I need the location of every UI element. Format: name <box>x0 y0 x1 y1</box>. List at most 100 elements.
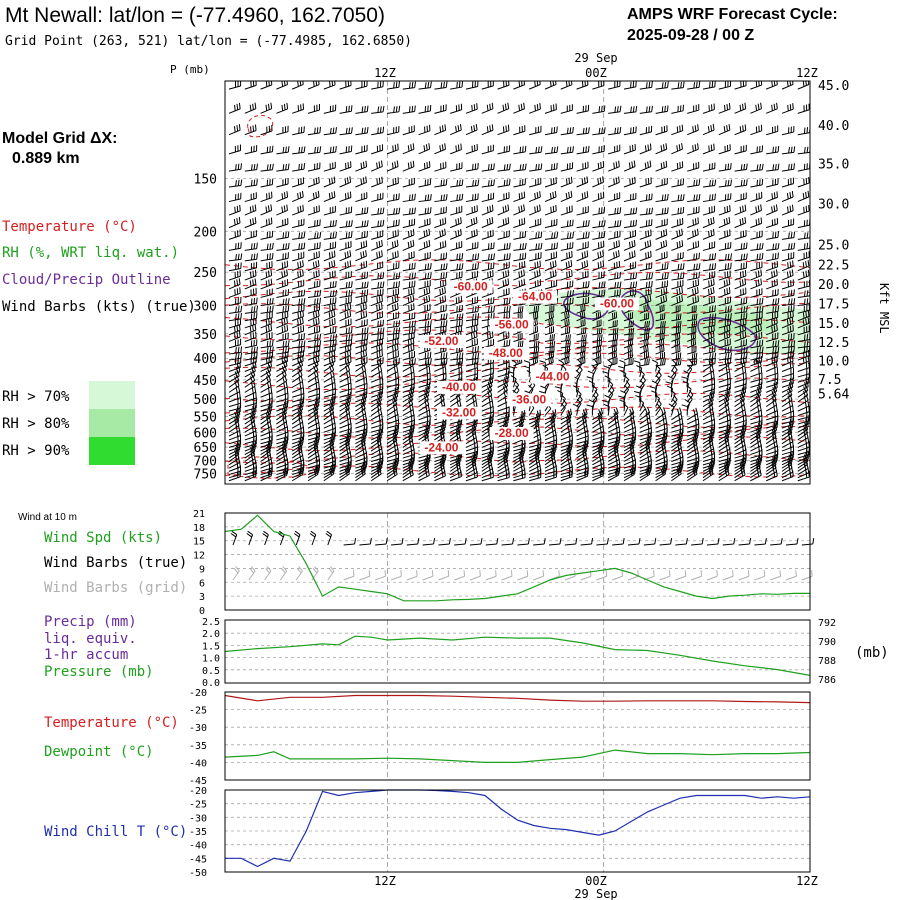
wind-barb <box>244 448 256 462</box>
wind-barb <box>608 350 618 361</box>
wind-barb <box>655 262 669 272</box>
wind-barb <box>592 220 606 229</box>
wind-barb <box>702 324 715 336</box>
wind-barb <box>560 334 571 342</box>
wind-barb <box>766 355 778 367</box>
wind-barb <box>671 465 683 479</box>
wind-barb <box>686 413 699 425</box>
wind-barb <box>529 204 541 216</box>
wind-barb <box>671 304 681 314</box>
wind-barb <box>781 423 793 437</box>
wind-barb <box>402 431 414 445</box>
wind-barb <box>671 358 682 367</box>
height-tick-label: 35.0 <box>818 157 849 172</box>
wind-barb <box>655 193 669 203</box>
wind-barb <box>608 327 619 336</box>
wind-barb <box>513 305 524 314</box>
wind-barb <box>402 359 414 372</box>
wind-barb <box>307 251 320 262</box>
wind-barb <box>718 216 731 229</box>
wind-barb <box>734 163 748 172</box>
wind-barb <box>292 260 304 272</box>
wind-barb <box>766 231 779 240</box>
wind-barb <box>635 385 643 398</box>
wind-barb <box>323 127 337 136</box>
wind-barb <box>323 435 335 448</box>
wind-barb <box>323 104 337 114</box>
wind-barb <box>292 317 304 329</box>
wind-barb <box>623 439 635 452</box>
wind-barb <box>608 176 620 188</box>
wind-barb <box>592 415 603 429</box>
wind-barb <box>797 81 810 90</box>
wind-barb <box>228 361 241 372</box>
wind-barb <box>339 240 352 251</box>
wind-barb <box>655 81 669 90</box>
pressure-tick-label: 300 <box>194 300 217 315</box>
height-tick-label: 45.0 <box>818 79 849 94</box>
wind-barb <box>592 281 606 290</box>
wind-barb <box>450 81 464 90</box>
wind-barb <box>434 427 445 441</box>
wind-barb <box>734 253 748 262</box>
wind-barb <box>655 313 666 322</box>
wind-barb <box>291 441 303 455</box>
wind-barb <box>418 372 431 383</box>
grid-wind-barb <box>232 566 240 581</box>
pressure-tick-label: 550 <box>194 411 217 426</box>
wind-barb <box>434 179 448 188</box>
legend-1hr-accum: 1-hr accum <box>44 647 128 663</box>
wind-barb <box>465 216 478 229</box>
wind-barb <box>386 434 398 448</box>
pressure-tick-label: 700 <box>194 455 217 470</box>
wind-barb <box>781 177 795 188</box>
wind-barb <box>623 81 637 90</box>
wind-barb <box>228 102 241 114</box>
wind-barb <box>402 251 415 262</box>
true-wind-barbs <box>230 530 815 546</box>
grid-wind-barb <box>564 570 576 581</box>
wind-barb <box>623 327 635 336</box>
grid-wind-barb <box>754 570 766 581</box>
wind-barb <box>339 250 352 262</box>
wind-barb <box>339 370 351 383</box>
grid-wind-barb <box>691 570 703 581</box>
wind-barb <box>586 404 593 416</box>
wind-barb <box>639 219 653 229</box>
grid-wind-barb <box>596 570 608 581</box>
wind-barb <box>623 358 634 367</box>
wind-barb <box>655 125 668 136</box>
wind-barb <box>450 295 463 307</box>
wind-barb <box>228 331 241 342</box>
wind-barb <box>292 126 305 136</box>
true-wind-barb <box>454 538 467 546</box>
wind-barb <box>718 428 730 441</box>
wind-barb <box>465 124 478 136</box>
wind-barb <box>560 280 574 290</box>
wind-barb <box>671 412 683 425</box>
wind-barb <box>718 193 732 203</box>
wind-barb <box>260 355 273 367</box>
wind-barb <box>450 103 463 114</box>
wind-barb <box>734 339 747 349</box>
wind-barb <box>371 160 383 172</box>
legend-wind-speed: Wind Spd (kts) <box>44 530 162 546</box>
wind-barb <box>244 287 257 298</box>
wind-barb <box>687 279 700 290</box>
wind-barb <box>402 468 414 482</box>
wind-barb <box>339 402 350 416</box>
wind-barb <box>307 303 321 314</box>
grid-wind-barb <box>722 570 734 581</box>
wind-barb <box>750 461 761 475</box>
wind-barb <box>323 297 337 307</box>
height-tick-label: 5.64 <box>818 388 849 403</box>
wind-barb <box>781 242 796 251</box>
true-wind-barb <box>706 538 720 546</box>
wind-barb <box>260 445 271 459</box>
wind-barb <box>797 355 810 367</box>
wind-barb <box>402 403 414 416</box>
windchill-tick-label: -40 <box>189 841 207 852</box>
wind-barb <box>228 379 240 393</box>
wind-barb <box>781 103 794 114</box>
wind-barb <box>434 161 447 172</box>
